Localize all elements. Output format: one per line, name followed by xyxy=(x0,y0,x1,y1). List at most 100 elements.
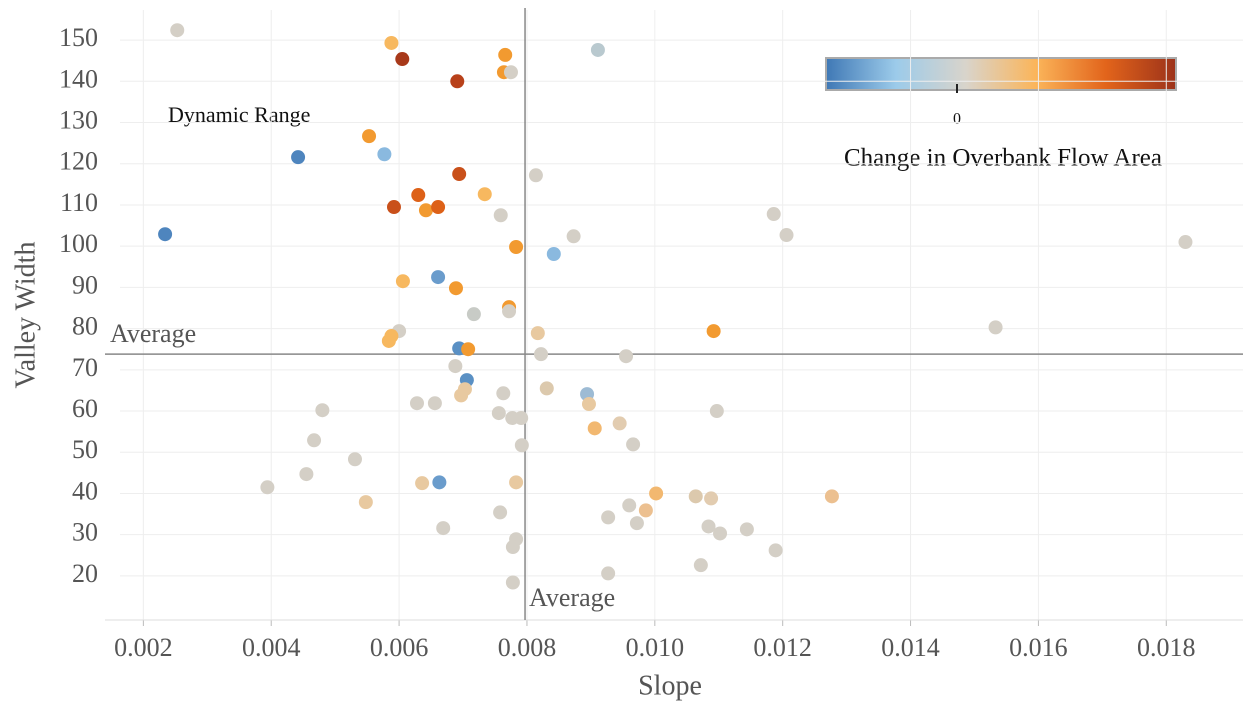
y-tick-label: 140 xyxy=(59,64,98,93)
x-tick-label: 0.016 xyxy=(1009,633,1068,662)
point xyxy=(622,498,637,513)
point xyxy=(381,333,396,348)
y-tick-label: 130 xyxy=(59,105,98,134)
point xyxy=(498,47,513,62)
y-tick-label: 100 xyxy=(59,229,98,258)
point xyxy=(546,247,561,261)
point xyxy=(493,505,508,520)
point xyxy=(493,208,508,223)
point xyxy=(509,475,524,490)
point xyxy=(395,274,410,289)
point xyxy=(629,516,644,531)
y-tick-label: 30 xyxy=(72,518,98,547)
colorbar xyxy=(825,57,1177,91)
point xyxy=(347,452,362,467)
y-tick-label: 110 xyxy=(60,188,98,217)
x-tick-label: 0.012 xyxy=(753,633,812,662)
x-tick-label: 0.006 xyxy=(370,633,429,662)
point xyxy=(432,475,447,490)
y-tick-label: 60 xyxy=(72,394,98,423)
point xyxy=(509,239,524,254)
point xyxy=(431,200,446,215)
point xyxy=(158,227,173,242)
point xyxy=(503,65,518,80)
point xyxy=(566,229,581,244)
point xyxy=(411,188,426,203)
average-label: Average xyxy=(110,319,196,348)
point xyxy=(454,388,469,403)
point xyxy=(415,476,430,491)
point xyxy=(477,187,492,202)
y-tick-label: 150 xyxy=(59,23,98,52)
point xyxy=(766,207,781,222)
point xyxy=(601,510,616,525)
point xyxy=(395,52,410,67)
point xyxy=(299,467,314,482)
x-axis-title: Slope xyxy=(638,670,702,701)
point xyxy=(693,558,708,573)
point xyxy=(307,433,322,448)
point xyxy=(170,23,185,38)
point xyxy=(688,489,703,504)
x-tick-label: 0.014 xyxy=(881,633,940,662)
x-tick-label: 0.002 xyxy=(114,633,173,662)
point xyxy=(384,35,399,50)
point xyxy=(590,42,605,57)
point xyxy=(315,403,330,418)
point xyxy=(619,349,634,364)
y-tick-label: 70 xyxy=(72,353,98,382)
point xyxy=(505,540,520,555)
point xyxy=(386,200,401,215)
point xyxy=(988,320,1003,335)
point xyxy=(436,521,451,536)
y-tick-label: 20 xyxy=(72,559,98,588)
y-tick-label: 80 xyxy=(72,312,98,341)
y-tick-label: 120 xyxy=(59,147,98,176)
point xyxy=(491,406,506,421)
point xyxy=(502,304,517,319)
point xyxy=(466,307,481,322)
point xyxy=(601,566,616,581)
point xyxy=(514,438,529,453)
colorbar-title: Change in Overbank Flow Area xyxy=(844,145,1162,172)
point xyxy=(409,396,424,411)
point xyxy=(824,489,839,504)
point xyxy=(779,228,794,243)
y-axis-title: Valley Width xyxy=(10,242,41,389)
point xyxy=(358,495,373,510)
point xyxy=(612,416,627,431)
point xyxy=(709,404,724,419)
point xyxy=(701,519,716,534)
point xyxy=(260,480,275,495)
y-tick-label: 40 xyxy=(72,476,98,505)
point xyxy=(581,397,596,412)
point xyxy=(704,491,719,506)
point xyxy=(431,270,446,285)
point xyxy=(505,575,520,590)
point xyxy=(534,347,549,362)
annotation: Dynamic Range xyxy=(168,102,310,127)
x-tick-label: 0.010 xyxy=(626,633,685,662)
colorbar-tick-label: 0 xyxy=(953,111,961,128)
point xyxy=(638,503,653,518)
point xyxy=(713,526,728,541)
x-tick-label: 0.008 xyxy=(498,633,557,662)
x-tick-label: 0.004 xyxy=(242,633,301,662)
point xyxy=(530,326,545,341)
point xyxy=(418,203,433,218)
average-label: Average xyxy=(529,583,615,612)
x-tick-label: 0.018 xyxy=(1137,633,1196,662)
point xyxy=(291,150,306,165)
point xyxy=(362,129,377,144)
point xyxy=(448,359,463,374)
point xyxy=(649,486,664,501)
point xyxy=(768,543,783,558)
point xyxy=(739,522,754,537)
y-tick-label: 50 xyxy=(72,435,98,464)
point xyxy=(461,342,476,357)
y-tick-label: 90 xyxy=(72,270,98,299)
point xyxy=(427,396,442,411)
point xyxy=(496,386,511,401)
point xyxy=(448,281,463,296)
